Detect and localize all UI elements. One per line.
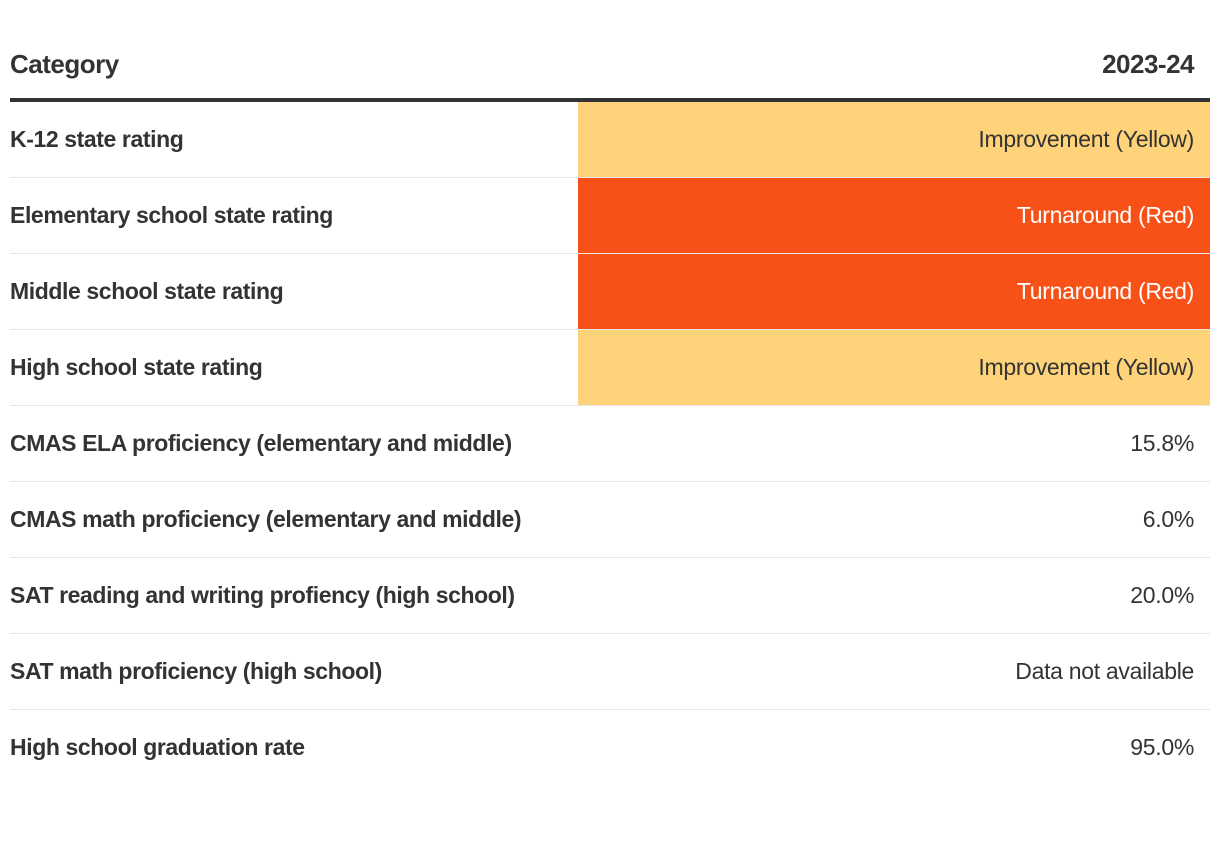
table-header-row: Category 2023-24 (10, 30, 1210, 102)
row-value: Improvement (Yellow) (578, 100, 1210, 178)
column-header-year[interactable]: 2023-24 (578, 30, 1210, 102)
row-value: 95.0% (1130, 734, 1194, 760)
table-row: Middle school state rating Turnaround (R… (10, 253, 1210, 330)
table-row: SAT math proficiency (high school) Data … (10, 633, 1210, 710)
table-row: Elementary school state rating Turnaroun… (10, 177, 1210, 254)
table-row: High school state rating Improvement (Ye… (10, 329, 1210, 406)
row-label: CMAS ELA proficiency (elementary and mid… (10, 405, 578, 482)
row-value: Improvement (Yellow) (578, 329, 1210, 406)
data-table-container: Category 2023-24 K-12 state rating Impro… (10, 30, 1210, 785)
row-value: Turnaround (Red) (578, 253, 1210, 330)
row-label: Middle school state rating (10, 253, 578, 330)
table-row: SAT reading and writing profiency (high … (10, 557, 1210, 634)
row-value: 15.8% (578, 405, 1210, 482)
table-row: CMAS ELA proficiency (elementary and mid… (10, 405, 1210, 482)
row-value: Data not available (578, 633, 1210, 710)
table-row: K-12 state rating Improvement (Yellow) (10, 100, 1210, 178)
row-value: 6.0% (578, 481, 1210, 558)
table-row: High school graduation rate 95.0% (10, 710, 1210, 786)
row-label: SAT reading and writing profiency (high … (10, 557, 578, 634)
row-label: CMAS math proficiency (elementary and mi… (10, 481, 578, 558)
row-label: High school state rating (10, 329, 578, 406)
table-row: CMAS math proficiency (elementary and mi… (10, 481, 1210, 558)
column-header-category[interactable]: Category (10, 30, 578, 102)
school-ratings-table: Category 2023-24 K-12 state rating Impro… (10, 30, 1210, 785)
row-label: Elementary school state rating (10, 177, 578, 254)
row-label: SAT math proficiency (high school) (10, 633, 578, 710)
row-label: High school graduation rate (10, 734, 305, 760)
row-label: K-12 state rating (10, 100, 578, 178)
row-value: Turnaround (Red) (578, 177, 1210, 254)
row-value: 20.0% (578, 557, 1210, 634)
